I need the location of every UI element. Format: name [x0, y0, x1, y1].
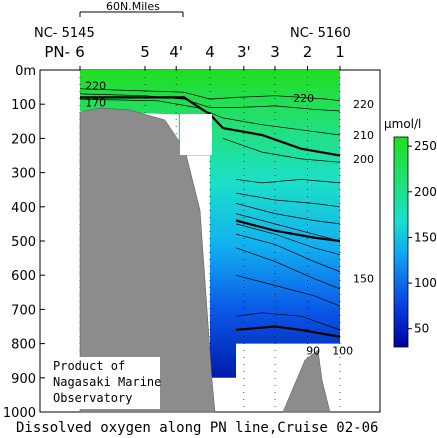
isoline [80, 98, 340, 136]
station-prefix: PN- [44, 43, 70, 61]
isoline [235, 233, 340, 273]
contour-label: 170 [85, 96, 106, 109]
contour-label: 220 [85, 79, 106, 92]
y-tick-label: 100 [11, 98, 36, 113]
y-tick-label: 300 [11, 167, 36, 182]
station-labels: 6 PN- 5 4' 4 3' 3 2 1 [44, 43, 344, 61]
contour-label: 220 [353, 98, 374, 111]
y-axis: 0m 100 200 300 400 500 600 700 800 900 1000 [3, 64, 45, 421]
isoline [80, 93, 340, 112]
y-tick-label: 500 [11, 235, 36, 250]
contour-label: 90 [306, 344, 320, 357]
colorbar-unit: μmol/l [384, 117, 421, 131]
station-label: 3 [270, 43, 280, 61]
isoline [235, 312, 340, 331]
isoline [235, 203, 340, 225]
colorbar [393, 136, 409, 348]
station-label: 4 [205, 43, 215, 61]
y-tick-label: 900 [11, 372, 36, 387]
isoline-layer [80, 88, 340, 338]
blank-area [180, 114, 212, 155]
y-tick-label: 0m [15, 64, 36, 79]
colorbar-tick-label: 200 [414, 185, 437, 199]
colorbar-tick-label: 150 [414, 230, 437, 244]
isoline-bold [235, 325, 340, 338]
y-tick-label: 200 [11, 132, 36, 147]
station-label: 4' [169, 43, 183, 61]
contour-label: 200 [353, 153, 374, 166]
isoline [235, 192, 340, 208]
isoline [235, 223, 340, 256]
endpoint-right-label: NC- 5160 [290, 26, 351, 41]
y-tick-label: 1000 [3, 406, 36, 421]
contour-label: 220 [293, 92, 314, 105]
contour-labels: 220 170 220 220 210 200 150 90 100 [85, 79, 374, 357]
isoline [235, 213, 340, 242]
isoline [222, 138, 340, 163]
station-label: 3' [237, 43, 251, 61]
annotation-box [48, 357, 160, 409]
colorbar-tick-label: 50 [414, 322, 429, 336]
isoline [80, 88, 340, 102]
station-label: 6 [75, 43, 85, 61]
contour-label: 100 [332, 344, 353, 357]
y-tick-label: 800 [11, 338, 36, 353]
isoline-bold [80, 96, 340, 157]
colorbar-tick-label: 100 [414, 276, 437, 290]
y-tick-label: 700 [11, 303, 36, 318]
colorbar-tick-label: 250 [414, 139, 437, 153]
seafloor-right [282, 349, 331, 413]
seafloor-left [79, 107, 216, 413]
isoline [235, 179, 340, 184]
isoline [235, 274, 340, 307]
isoline-bold [235, 219, 340, 243]
y-tick-label: 600 [11, 269, 36, 284]
endpoint-left-label: NC- 5145 [34, 26, 95, 41]
y-tick-label: 400 [11, 201, 36, 216]
station-label: 5 [140, 43, 150, 61]
station-label: 1 [335, 43, 345, 61]
chart-title: Dissolved oxygen along PN line,Cruise 02… [16, 420, 378, 436]
contour-label: 150 [353, 273, 374, 286]
isoline [235, 247, 340, 290]
annotation-line-3: Observatory [53, 391, 132, 405]
station-label: 2 [303, 43, 313, 61]
contour-label: 210 [353, 129, 374, 142]
colorbar-ticks: 50 100 150 200 250 [408, 139, 437, 336]
annotation-line-1: Product of [53, 359, 125, 373]
annotation-line-2: Nagasaki Marine [53, 375, 161, 389]
scale-bar-label: 60N.Miles [106, 0, 160, 13]
